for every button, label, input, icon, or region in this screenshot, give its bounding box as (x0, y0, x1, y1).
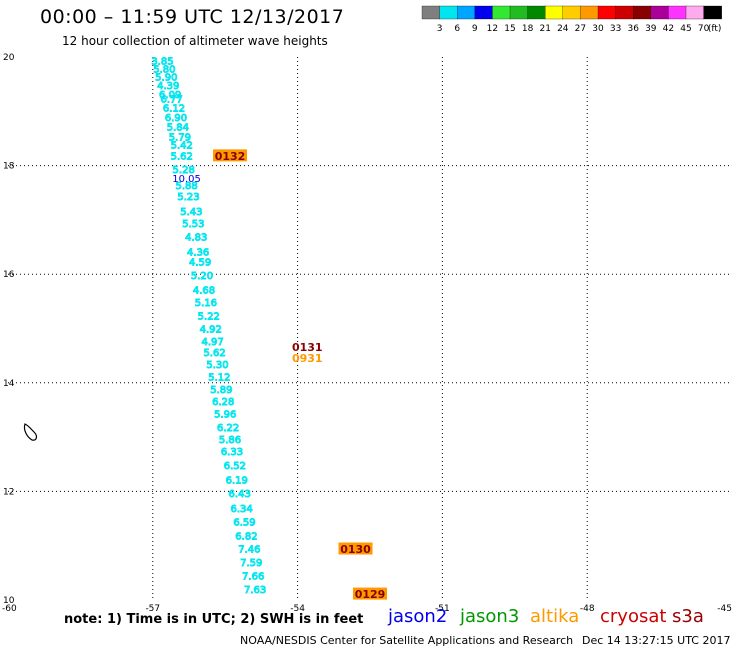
wave-height-point: 5.53 (182, 219, 204, 230)
wave-height-point: 5.96 (214, 409, 236, 420)
x-tick-label: -48 (580, 604, 595, 614)
wave-height-point: 6.09 (159, 90, 181, 101)
colorbar-tick-label: 42 (663, 24, 674, 34)
wave-height-point: 6.52 (224, 461, 246, 472)
color-scale-legend: 3 6 9 12 15 18 21 24 27 30 33 36 39 42 45 70(ft) (421, 5, 722, 34)
footer-credit: NOAA/NESDIS Center for Satellite Applica… (240, 634, 574, 647)
wave-height-point: 6.28 (212, 397, 234, 408)
wave-height-point: 6.90 (165, 113, 187, 124)
pass-time-label: 0130 (340, 543, 371, 556)
wave-height-point: 4.83 (185, 232, 207, 243)
wave-height-point: 6.12 (163, 104, 185, 115)
wave-height-point: 5.43 (180, 207, 202, 218)
colorbar-tick-label: 24 (557, 24, 569, 34)
x-tick-label: -51 (435, 604, 450, 614)
y-tick-label: 14 (3, 379, 15, 389)
colorbar-unit-label: (ft) (708, 24, 722, 34)
wave-height-point: 5.28 (173, 165, 195, 176)
pass-time-label: 0132 (215, 150, 246, 163)
colorbar-tick-label: 39 (645, 24, 657, 34)
pass-time-label: 0131 (292, 341, 323, 354)
wave-height-point: 5.42 (171, 141, 193, 152)
wave-height-point: 4.59 (189, 257, 211, 268)
wave-height-point: 5.80 (153, 64, 175, 75)
wave-height-point: 6.22 (217, 423, 239, 434)
y-tick-label: 20 (3, 53, 15, 63)
legend-note: note: 1) Time is in UTC; 2) SWH is in fe… (64, 612, 364, 627)
colorbar-tick-label: 70 (698, 24, 710, 34)
satellite-legend-cryosat: cryosat (600, 606, 667, 627)
pass-time-box (213, 149, 248, 162)
colorbar-tick-label: 27 (575, 24, 586, 34)
x-tick-label: -54 (290, 604, 305, 614)
wave-height-point: 5.86 (219, 435, 241, 446)
wave-height-point: 6.59 (233, 517, 255, 528)
wave-height-point: 7.46 (238, 545, 260, 556)
satellite-legend-altika: altika (530, 606, 580, 627)
pass-time-box (353, 587, 387, 600)
x-tick-label: -57 (145, 604, 160, 614)
wave-height-point: 4.36 (187, 247, 209, 258)
wave-height-point: 5.62 (203, 348, 225, 359)
wave-height-point: 5.20 (191, 271, 213, 282)
wave-height-point: 5.62 (171, 151, 193, 162)
wave-height-point: 4.39 (157, 81, 179, 92)
satellite-legend-jason3: jason3 (460, 606, 520, 627)
colorbar-tick-label: 15 (504, 24, 515, 34)
wave-height-point: 5.88 (175, 181, 197, 192)
pass-time-box (338, 542, 373, 555)
wave-height-point: 5.12 (208, 372, 230, 383)
y-tick-label: 12 (3, 487, 14, 497)
colorbar-tick-label: 6 (454, 24, 460, 34)
chart-subtitle: 12 hour collection of altimeter wave hei… (62, 34, 328, 48)
wave-height-point: 4.97 (202, 337, 224, 348)
wave-height-point: 6.77 (160, 94, 182, 105)
wave-height-point: 7.66 (242, 572, 264, 583)
wave-height-point: 5.30 (206, 360, 228, 371)
x-tick-label: -45 (717, 604, 732, 614)
colorbar-tick-label: 9 (472, 24, 478, 34)
wave-height-point: 4.68 (193, 285, 215, 296)
wave-height-point: 7.59 (240, 558, 262, 569)
wave-height-point: 5.89 (210, 385, 232, 396)
colorbar-tick-label: 12 (487, 24, 498, 34)
footer-timestamp: Dec 14 13:27:15 UTC 2017 (582, 634, 731, 647)
colorbar-tick-label: 18 (522, 24, 534, 34)
wave-height-point: 6.43 (229, 489, 251, 500)
colorbar-swatch (703, 5, 722, 20)
wave-height-point: 5.22 (198, 312, 220, 323)
wave-height-point: 5.23 (177, 192, 199, 203)
pass-time-label: 0931 (292, 352, 323, 365)
y-tick-label: 10 (3, 596, 15, 606)
wave-height-point: 6.34 (230, 504, 252, 515)
wave-height-point-highlight: 10.05 (172, 174, 201, 185)
wave-height-track: 3.855.805.904.396.096.776.126.905.845.79… (151, 56, 267, 597)
satellite-legend-s3a: s3a (672, 606, 704, 627)
wave-height-point: 6.19 (226, 476, 248, 487)
wave-height-point: 5.16 (195, 298, 217, 309)
colorbar-tick-label: 36 (627, 24, 639, 34)
wave-height-point: 5.90 (155, 73, 177, 84)
wave-height-point: 7.63 (244, 585, 266, 596)
y-tick-label: 16 (3, 270, 15, 280)
wave-height-point: 6.82 (235, 531, 257, 542)
x-tick-label: -60 (2, 604, 17, 614)
pass-time-label: 0129 (355, 588, 386, 601)
colorbar-tick-label: 21 (539, 24, 550, 34)
colorbar-tick-label: 45 (680, 24, 691, 34)
wave-height-point: 4.92 (200, 325, 222, 336)
colorbar-tick-label: 33 (610, 24, 621, 34)
wave-height-point: 5.79 (169, 132, 191, 143)
island-outline (23, 423, 38, 441)
y-tick-label: 18 (3, 162, 15, 172)
wave-height-point: 6.33 (221, 447, 243, 458)
satellite-legend-jason2: jason2 (388, 606, 448, 627)
colorbar-tick-label: 3 (437, 24, 443, 34)
wave-height-point: 3.85 (151, 56, 173, 67)
colorbar-tick-label: 30 (592, 24, 604, 34)
chart-title: 00:00 – 11:59 UTC 12/13/2017 (40, 6, 345, 28)
wave-height-point: 5.84 (167, 123, 189, 134)
